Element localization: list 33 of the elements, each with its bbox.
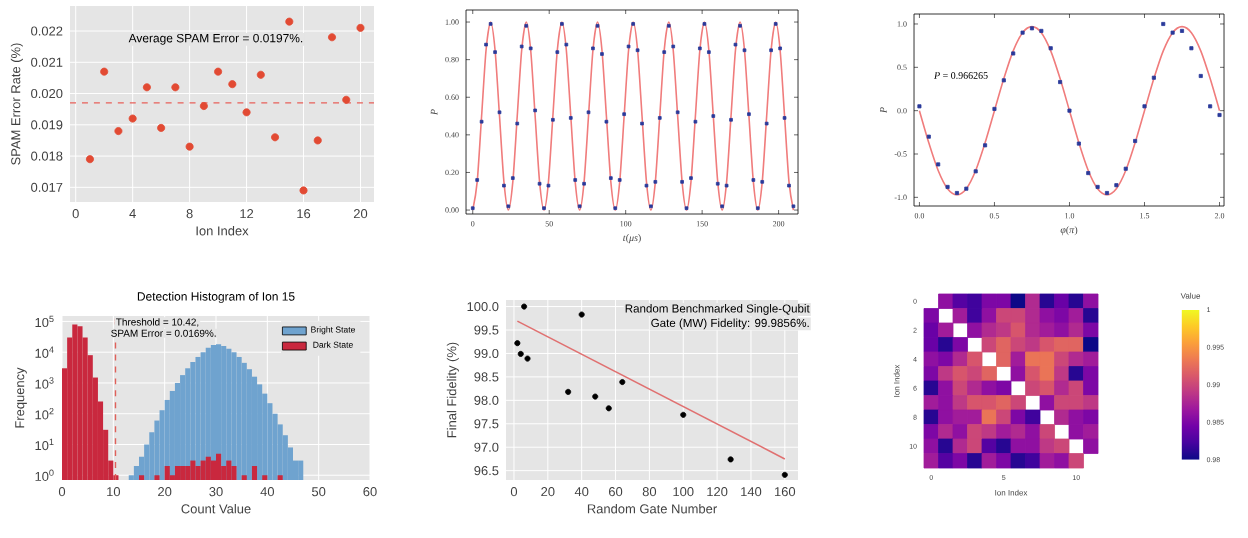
- point: [565, 388, 572, 395]
- point: [605, 405, 612, 412]
- point: [214, 67, 223, 76]
- point: [578, 311, 585, 318]
- point: [328, 33, 337, 42]
- point: [521, 303, 528, 310]
- point: [781, 471, 788, 478]
- point: [142, 83, 151, 92]
- point: [299, 186, 308, 195]
- point: [313, 136, 322, 145]
- point: [185, 142, 194, 151]
- point: [242, 108, 251, 117]
- point: [524, 355, 531, 362]
- point: [619, 379, 626, 386]
- point: [228, 80, 237, 89]
- point: [100, 67, 109, 76]
- point: [514, 340, 521, 347]
- point: [592, 393, 599, 400]
- point: [128, 114, 137, 123]
- point: [727, 456, 734, 463]
- point: [171, 83, 180, 92]
- point: [342, 95, 351, 104]
- point: [356, 23, 365, 32]
- point: [114, 127, 123, 136]
- line-series: [918, 25, 1221, 196]
- point: [271, 133, 280, 142]
- point: [285, 17, 294, 26]
- point: [680, 411, 687, 418]
- point: [199, 102, 208, 111]
- point: [517, 350, 524, 357]
- point: [157, 123, 166, 132]
- point: [85, 155, 94, 164]
- point: [256, 70, 265, 79]
